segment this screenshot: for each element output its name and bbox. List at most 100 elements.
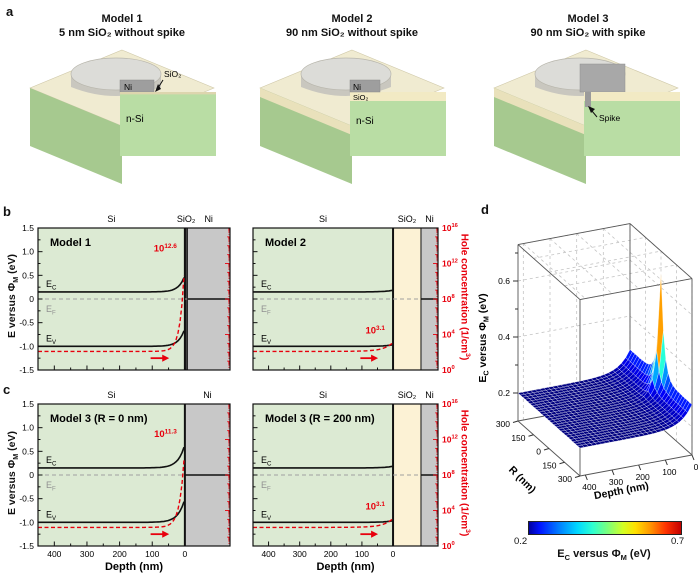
- region-top-label: Ni: [204, 214, 213, 224]
- depth-tick-label: 0: [694, 462, 699, 472]
- curve-hole-concentration: [38, 459, 185, 529]
- y-tick-label: -0.5: [19, 494, 34, 504]
- band-plot-model3-r0: Si Ni -1.5 -1.0 -0.5 0 0.5 1.0 1.5 0 100 200 300 400 E…: [19, 390, 231, 573]
- y-tick-label: 1.5: [22, 399, 34, 409]
- ev-label: EV: [46, 509, 57, 522]
- oxide-cross-layer: [584, 92, 680, 101]
- band-plot-model1: Si SiO₂ Ni -1.5 -1.0 -0.5 0 0.5 1.0 1.5 EC EF EV Mode…: [19, 214, 231, 375]
- spike-label: Spike: [599, 113, 621, 123]
- metal-label: Ni: [353, 82, 361, 92]
- y-tick-label: 0.5: [22, 446, 34, 456]
- ev-label: EV: [46, 333, 57, 346]
- region-top-label: Ni: [203, 390, 212, 400]
- direction-arrow-head-icon: [162, 530, 170, 538]
- curve-hole-concentration: [38, 275, 185, 353]
- metal-cut-face: [349, 79, 381, 93]
- oxide-side-strip: [494, 88, 586, 135]
- model3-title-line2: 90 nm SiO₂ with spike: [530, 27, 646, 39]
- region-top-label: Si: [319, 390, 327, 400]
- region-top-label: SiO₂: [398, 214, 417, 224]
- region-top-label: Ni: [425, 214, 434, 224]
- plot-title: Model 3 (R = 200 nm): [265, 413, 375, 425]
- z-tick-label: 0.4: [498, 332, 510, 342]
- panel-label-b: b: [3, 204, 11, 219]
- x-tick-label: 100: [145, 549, 159, 559]
- silicon-cross-face: [350, 92, 446, 156]
- y-tick-label: -1.5: [19, 541, 34, 551]
- curve-e_v: [38, 330, 185, 348]
- colorbar-title: EC versus ΦM (eV): [557, 548, 651, 563]
- silicon-cross-face: [584, 92, 680, 156]
- colorbar-max-label: 0.7: [671, 536, 685, 547]
- r-tick-label: 300: [496, 419, 510, 429]
- model2-title: Model 2 90 nm SiO₂ without spike: [257, 12, 447, 40]
- x-tick-label: 300: [293, 549, 307, 559]
- hole-tick-label: 108: [442, 470, 455, 480]
- hole-tick-label: 100: [442, 365, 455, 375]
- x-tick-label: 200: [324, 549, 338, 559]
- panel-label-d: d: [481, 202, 489, 217]
- colorbar: [528, 521, 682, 535]
- curve-e_c: [253, 289, 394, 293]
- y-tick-label: 0: [29, 294, 34, 304]
- region-top-label: Si: [107, 390, 115, 400]
- oxide-side-strip: [260, 88, 352, 135]
- metal-cut-face: [579, 63, 626, 93]
- region-top-label: Si: [107, 214, 115, 224]
- model3-title: Model 3 90 nm SiO₂ with spike: [493, 12, 683, 40]
- model1-title: Model 1 5 nm SiO₂ without spike: [27, 12, 217, 40]
- curve-e_v: [253, 343, 394, 348]
- hole-tick-label: 1012: [442, 435, 458, 445]
- x-tick-label: 0: [183, 549, 188, 559]
- curve-e_c: [38, 446, 185, 469]
- oxide-label: SiO₂: [164, 69, 181, 79]
- region-top-label: SiO₂: [398, 390, 417, 400]
- slab-side-face: [30, 88, 122, 184]
- model1-art: Ni n-Si SiO₂: [29, 49, 216, 184]
- ef-label: EF: [261, 480, 271, 493]
- y-tick-label: 1.0: [22, 423, 34, 433]
- region-top-label: Si: [319, 214, 327, 224]
- curve-e_v: [253, 519, 394, 524]
- hole-tick-label: 1012: [442, 259, 458, 269]
- oxide-cross-layer: [350, 92, 446, 101]
- depth-tick-label: 200: [636, 472, 650, 482]
- ef-label: EF: [261, 304, 271, 317]
- direction-arrow-head-icon: [162, 354, 170, 362]
- x-tick-label: 300: [80, 549, 94, 559]
- surface-cell: [685, 402, 693, 413]
- r-tick-label: 150: [542, 460, 556, 470]
- r-tick-label: 150: [511, 433, 525, 443]
- band-plot-model3-r200: Si SiO₂ Ni 0 100 200 300 400 1016 1012 108 104 100 EC…: [252, 390, 458, 573]
- y-tick-label: -1.5: [19, 365, 34, 375]
- hole-tick-label: 108: [442, 294, 455, 304]
- x-tick-label: 0: [391, 549, 396, 559]
- x-tick-label: 200: [113, 549, 127, 559]
- x-axis-title: Depth (nm): [316, 561, 374, 573]
- model1-title-line2: 5 nm SiO₂ without spike: [59, 27, 185, 39]
- spike-arrow: [591, 110, 598, 118]
- plot-frame: [252, 403, 439, 547]
- hole-tick-label: 1016: [442, 399, 458, 409]
- r-tick-label: 0: [536, 447, 541, 457]
- curve-hole-concentration: [253, 341, 394, 353]
- hole-peak-annotation: 1012.6: [154, 243, 178, 255]
- silicon-cross-face: [120, 92, 216, 156]
- y-tick-label: -1.0: [19, 517, 34, 527]
- ef-label: EF: [46, 304, 56, 317]
- depth-tick-label: 400: [582, 482, 596, 492]
- ef-label: EF: [46, 480, 56, 493]
- y-tick-label: 0: [29, 470, 34, 480]
- hole-tick-label: 104: [442, 330, 455, 340]
- model1-title-line1: Model 1: [101, 13, 143, 25]
- ec-label: EC: [261, 455, 272, 468]
- semiconductor-label: n-Si: [126, 114, 144, 125]
- ec-label: EC: [46, 279, 57, 292]
- x-tick-label: 100: [355, 549, 369, 559]
- hole-peak-annotation: 1011.3: [154, 428, 177, 440]
- model2-title-line2: 90 nm SiO₂ without spike: [285, 27, 419, 39]
- region-top-label: SiO₂: [177, 214, 196, 224]
- y-tick-label: -0.5: [19, 318, 34, 328]
- ev-label: EV: [261, 333, 272, 346]
